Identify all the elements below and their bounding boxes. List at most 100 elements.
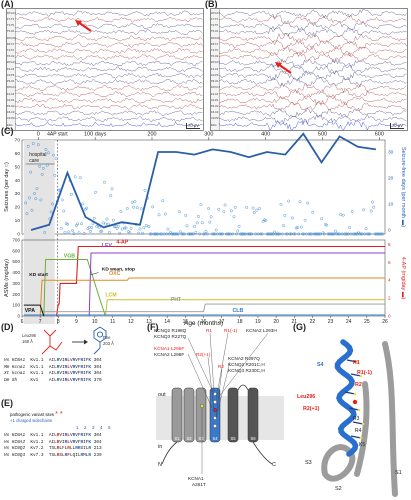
species: Hs bbox=[4, 358, 12, 363]
residue: R bbox=[67, 446, 70, 451]
seizure-point bbox=[230, 209, 233, 213]
eeg-channel-label: F3-C3 bbox=[7, 67, 15, 71]
residue: R bbox=[75, 446, 78, 451]
seizure-point bbox=[125, 207, 129, 210]
residue: R bbox=[64, 452, 68, 458]
residue: I bbox=[83, 371, 86, 376]
eeg-traces-b bbox=[218, 9, 407, 131]
seizure-point bbox=[212, 232, 216, 236]
subunit: Kv7.2 bbox=[30, 446, 49, 451]
eeg-channel-label: FP1-F7 bbox=[7, 11, 16, 15]
segment-label: S6 bbox=[250, 436, 256, 441]
residue: R bbox=[56, 452, 60, 458]
series-label-vgb: VGB bbox=[64, 254, 75, 260]
residue: F bbox=[77, 433, 81, 438]
residue: L bbox=[54, 377, 57, 383]
residue: F bbox=[85, 439, 89, 445]
left-tick-label: 40 bbox=[15, 178, 21, 184]
residue: L bbox=[85, 452, 89, 458]
seizure-point bbox=[176, 232, 180, 236]
residue: R bbox=[64, 439, 68, 445]
seizure-point bbox=[59, 226, 63, 230]
out-label: out bbox=[158, 392, 166, 398]
seizure-point bbox=[331, 232, 335, 236]
residue: S bbox=[59, 452, 63, 458]
r1-minus-label: R1(-1) bbox=[224, 328, 238, 333]
variant-label-kcna1-l296f: KCNA1 L296F bbox=[154, 346, 184, 351]
seizure-point bbox=[29, 170, 33, 174]
residue: R bbox=[56, 364, 60, 370]
residue: I bbox=[51, 433, 55, 438]
residue: V bbox=[75, 377, 78, 383]
right-tick-label: 10 bbox=[388, 202, 394, 208]
series-lev-line bbox=[88, 252, 385, 317]
panel-a-label: (A) bbox=[1, 0, 14, 9]
seizure-point bbox=[339, 213, 343, 217]
residue: T bbox=[48, 452, 52, 458]
seizure-point bbox=[148, 232, 152, 236]
leu-label: Leu296 bbox=[22, 333, 36, 338]
residue: L bbox=[54, 439, 57, 445]
seizure-point bbox=[129, 226, 133, 230]
eeg-channel-label: T4-T6 bbox=[7, 49, 14, 53]
eeg-trace bbox=[218, 76, 407, 88]
seizure-point bbox=[354, 232, 358, 236]
residue: F bbox=[85, 358, 89, 363]
day-tick-label: 600 bbox=[375, 132, 384, 138]
seizure-point bbox=[294, 226, 298, 230]
residue: L bbox=[85, 446, 89, 451]
eeg-channel-label: T4-T6 bbox=[211, 49, 218, 53]
left-tick-label: 60 bbox=[15, 151, 21, 157]
eeg-trace bbox=[218, 39, 407, 51]
seizure-point bbox=[367, 232, 371, 236]
residue: K bbox=[88, 364, 92, 370]
seizure-point bbox=[308, 232, 312, 236]
eeg-channel-label: FP1-F3 bbox=[211, 61, 220, 65]
series-label-clb: CLB bbox=[233, 308, 244, 314]
series-label-lev: LEV bbox=[102, 243, 113, 249]
month-tick-label: 14 bbox=[164, 319, 170, 325]
seizure-point bbox=[260, 232, 264, 236]
seizure-point bbox=[204, 229, 208, 233]
eeg-trace bbox=[218, 45, 407, 57]
eeg-trace bbox=[14, 110, 203, 116]
residue: I bbox=[75, 452, 78, 458]
seizure-point bbox=[334, 229, 338, 233]
n-label: N bbox=[158, 462, 162, 468]
seizure-point bbox=[279, 202, 283, 206]
asm-axis-label: ASMs (mg/day) bbox=[4, 259, 10, 297]
sidechain bbox=[344, 391, 356, 395]
g-r3-label: R3 bbox=[353, 416, 360, 422]
seizure-free-axis-label: Seizure-free days (per month ▬) bbox=[400, 147, 406, 227]
eeg-channel-label: F7-T3 bbox=[7, 18, 14, 22]
residue: I bbox=[51, 377, 55, 383]
charge-number: 4 bbox=[100, 425, 103, 430]
g-leu296-label: Leu296 bbox=[297, 394, 315, 400]
month-tick-label: 22 bbox=[310, 319, 316, 325]
residue: Q bbox=[72, 452, 76, 458]
r2-plus-label: R2(+1) bbox=[196, 352, 211, 357]
sequence: TSLRLFLRLLRRSILR bbox=[49, 446, 91, 451]
seizure-point bbox=[73, 175, 77, 179]
residue: I bbox=[51, 358, 55, 363]
seizure-point bbox=[217, 207, 221, 211]
eeg-trace bbox=[218, 21, 407, 31]
seizure-free-line bbox=[30, 132, 377, 231]
eeg-channel-label: EKG bbox=[211, 123, 217, 127]
g-s1-label: S1 bbox=[395, 470, 402, 476]
month-tick-label: 23 bbox=[328, 319, 334, 325]
fourap-axis-label: 4-AP (mg/day ▬) bbox=[400, 257, 406, 300]
eeg-trace bbox=[218, 118, 407, 131]
eeg-trace bbox=[218, 58, 407, 69]
seizure-point bbox=[235, 232, 238, 236]
g-k5-label: K5 bbox=[359, 442, 365, 448]
charge-number: 5 bbox=[108, 425, 111, 430]
residue: V bbox=[75, 433, 78, 438]
seizure-point bbox=[31, 142, 35, 145]
seizure-point bbox=[280, 232, 284, 236]
vsd-structure: S4 R1 R1(-1) R2 Leu296 R2(+1) R3 R4 K5 S3 S2 S1 bbox=[297, 339, 402, 497]
eeg-trace bbox=[14, 16, 203, 23]
species: Mm bbox=[4, 364, 12, 370]
seizure-point bbox=[163, 212, 167, 216]
seizure-point bbox=[214, 228, 218, 232]
